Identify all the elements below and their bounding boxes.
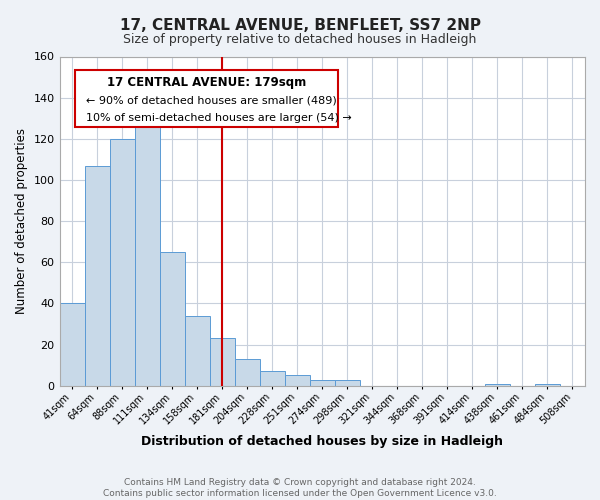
Bar [285, 376, 310, 386]
Text: ← 90% of detached houses are smaller (489): ← 90% of detached houses are smaller (48… [86, 96, 337, 106]
Bar [185, 316, 209, 386]
Y-axis label: Number of detached properties: Number of detached properties [15, 128, 28, 314]
Text: 17, CENTRAL AVENUE, BENFLEET, SS7 2NP: 17, CENTRAL AVENUE, BENFLEET, SS7 2NP [119, 18, 481, 32]
Text: Size of property relative to detached houses in Hadleigh: Size of property relative to detached ho… [124, 32, 476, 46]
Bar [209, 338, 235, 386]
FancyBboxPatch shape [76, 70, 338, 128]
Bar [235, 359, 260, 386]
Text: 10% of semi-detached houses are larger (54) →: 10% of semi-detached houses are larger (… [86, 113, 352, 123]
Bar [310, 380, 335, 386]
Bar [485, 384, 510, 386]
Bar [260, 372, 285, 386]
Bar [59, 304, 85, 386]
X-axis label: Distribution of detached houses by size in Hadleigh: Distribution of detached houses by size … [141, 434, 503, 448]
Bar [535, 384, 560, 386]
Bar [134, 118, 160, 386]
Bar [160, 252, 185, 386]
Bar [335, 380, 360, 386]
Bar [85, 166, 110, 386]
Bar [110, 139, 134, 386]
Text: 17 CENTRAL AVENUE: 179sqm: 17 CENTRAL AVENUE: 179sqm [107, 76, 306, 89]
Text: Contains HM Land Registry data © Crown copyright and database right 2024.
Contai: Contains HM Land Registry data © Crown c… [103, 478, 497, 498]
